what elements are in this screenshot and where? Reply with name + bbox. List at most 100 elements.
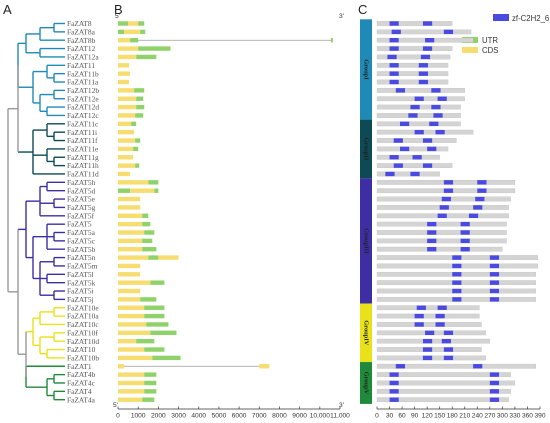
group-label: GroupI	[363, 59, 370, 80]
utr-segment	[136, 338, 155, 344]
utr-segment	[136, 104, 145, 110]
utr-segment	[138, 21, 145, 26]
phylogenetic-tree	[7, 22, 65, 401]
gene-label: FaZAT5b	[67, 245, 96, 254]
zf-c2h2-motif	[441, 338, 451, 344]
gene-label: FaZAT4	[67, 387, 92, 396]
structure-tick-label: 3000	[171, 413, 186, 420]
cds-segment	[118, 221, 143, 227]
protein-bar	[376, 113, 461, 118]
gene-label: FaZAT5l	[67, 270, 94, 279]
gene-name-list: FaZAT8FaZAT8aFaZAT8bFaZAT12FaZAT12aFaZAT…	[67, 19, 99, 404]
protein-bar	[376, 313, 480, 319]
zf-c2h2-motif	[473, 364, 483, 369]
cds-segment	[118, 163, 136, 168]
zf-c2h2-motif	[452, 297, 462, 302]
cds-segment	[118, 180, 149, 185]
utr-segment	[144, 305, 165, 310]
zf-c2h2-motif	[489, 272, 500, 277]
structure-tick-label: 9000	[292, 413, 307, 420]
zf-c2h2-motif	[395, 88, 405, 93]
utr-segment	[133, 146, 139, 152]
cds-segment	[118, 104, 137, 110]
zf-c2h2-motif	[393, 138, 403, 143]
cds-segment	[118, 280, 151, 285]
zf-c2h2-motif	[422, 347, 433, 352]
gene-label: FaZAT11c	[67, 119, 99, 128]
zf-c2h2-motif	[399, 121, 410, 127]
zf-c2h2-motif	[389, 63, 399, 68]
zf-c2h2-motif	[443, 347, 454, 352]
gene-label: FaZAT10a	[67, 312, 99, 321]
zf-c2h2-motif	[437, 213, 447, 218]
utr-segment	[135, 163, 140, 168]
zf-c2h2-motif	[452, 255, 462, 260]
motif-tick-label: 120	[422, 413, 433, 420]
zf-c2h2-motif	[427, 230, 437, 235]
zf-c2h2-motif	[489, 255, 500, 260]
utr-segment	[136, 96, 144, 101]
cds-segment	[118, 129, 135, 135]
zf-c2h2-motif	[473, 205, 483, 210]
cds-segment	[118, 196, 141, 202]
gene-label: FaZAT11i	[67, 128, 97, 137]
gene-label: FaZAT5c	[67, 236, 96, 245]
zf-c2h2-motif	[385, 171, 395, 177]
group-label: GroupIV	[363, 320, 370, 345]
zf-c2h2-motif	[389, 372, 399, 377]
protein-bar	[376, 163, 453, 168]
cds-segment	[118, 88, 135, 93]
zf-c2h2-motif	[489, 389, 500, 394]
structure-tick-label: 1000	[131, 413, 146, 420]
motif-tick-label: 210	[459, 413, 470, 420]
motif-legend: zf-C2H2_6	[493, 14, 549, 23]
utr-segment	[130, 38, 139, 43]
cds-segment	[118, 389, 145, 394]
zf-c2h2-motif	[443, 29, 454, 35]
protein-bar	[376, 154, 440, 160]
group-bar	[360, 119, 372, 179]
protein-bar	[376, 246, 503, 252]
utr-segment	[144, 380, 157, 386]
gene-label: FaZAT5e	[67, 195, 96, 204]
zf-c2h2-motif	[468, 213, 479, 218]
group-bar	[360, 178, 372, 304]
zf-c2h2-motif	[389, 380, 399, 386]
zf-c2h2-motif	[410, 171, 420, 177]
gene-label: FaZAT10d	[67, 337, 99, 346]
motif-legend-swatch	[493, 14, 509, 21]
zf-c2h2-motif	[410, 104, 420, 110]
utr-legend-label: UTR	[482, 36, 498, 45]
protein-bar	[376, 322, 482, 327]
protein-bar	[376, 372, 511, 377]
zf-c2h2-motif	[389, 79, 399, 85]
zf-c2h2-motif	[414, 96, 424, 101]
protein-bar	[376, 88, 465, 93]
gene-label: FaZAT5n	[67, 253, 96, 262]
protein-bar	[376, 171, 440, 177]
protein-bar	[376, 21, 453, 26]
utr-segment	[146, 322, 169, 327]
cds-segment	[118, 121, 132, 127]
zf-c2h2-motif	[489, 397, 500, 402]
gene-label: FaZAT8	[67, 19, 92, 28]
utr-segment	[136, 54, 157, 60]
gene-label: FaZAT4b	[67, 370, 96, 379]
zf-c2h2-motif	[489, 297, 500, 302]
zf-c2h2-motif	[443, 188, 454, 193]
motif-axis: 0 30 60 90 120 150 180 210 240 270 300 330 360 390	[375, 406, 546, 420]
zf-c2h2-motif	[422, 355, 433, 361]
cds-segment	[118, 205, 141, 210]
utr-segment	[144, 347, 165, 352]
zf-c2h2-motif	[477, 188, 487, 193]
utr-segment	[142, 213, 149, 218]
zf-c2h2-motif	[489, 372, 500, 377]
zf-c2h2-motif	[418, 71, 428, 76]
cds-legend-label: CDS	[482, 46, 498, 55]
group-bar	[360, 303, 372, 363]
zf-c2h2-motif	[427, 221, 437, 227]
structure-tick-label: 8000	[272, 413, 287, 420]
zf-c2h2-motif	[422, 138, 433, 143]
cds-segment	[118, 213, 143, 218]
gene-label: FaZAT11g	[67, 153, 99, 162]
